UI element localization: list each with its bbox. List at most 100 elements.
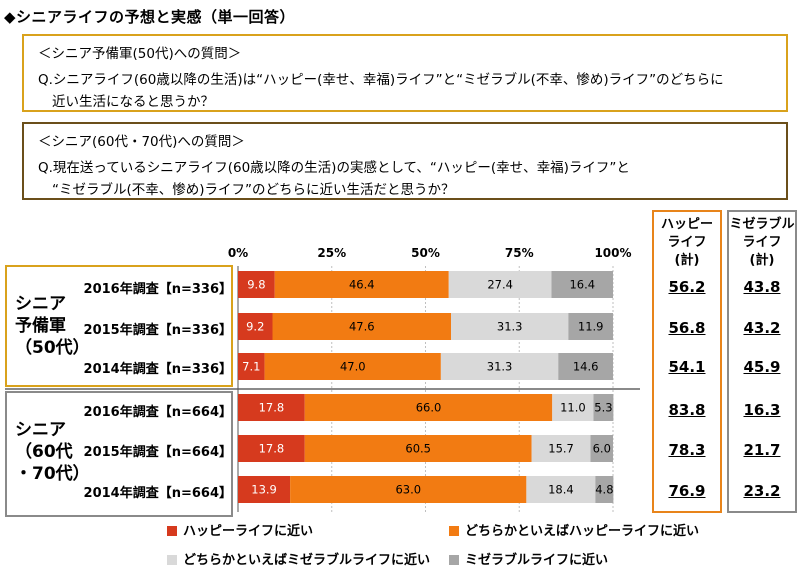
x-tick-label: 100% — [594, 246, 631, 260]
bar-segment — [264, 353, 441, 380]
data-label: 31.3 — [487, 360, 513, 374]
data-label: 13.9 — [251, 483, 277, 497]
miserable-total-value: 43.8 — [743, 278, 781, 296]
data-label: 27.4 — [487, 278, 513, 292]
x-tick-label: 0% — [228, 246, 248, 260]
group-label-line: （60代 — [15, 442, 73, 462]
x-tick-label: 50% — [411, 246, 440, 260]
legend-swatch — [167, 555, 177, 565]
data-label: 17.8 — [259, 401, 285, 415]
row-label: 2016年調査【n=664】 — [83, 405, 232, 420]
bar-segment — [526, 476, 596, 503]
bar-segment — [558, 353, 613, 380]
miserable-total-value: 16.3 — [743, 401, 781, 419]
bar-segment — [568, 313, 613, 340]
bar-segment — [593, 394, 614, 421]
bar-segment — [451, 313, 569, 340]
happy-total-header: ハッピー ライフ (計) — [660, 217, 713, 268]
miserable-total-value: 43.2 — [743, 319, 781, 337]
legend-swatch — [449, 555, 459, 565]
bar-segment — [304, 435, 532, 462]
happy-total-value: 83.8 — [668, 401, 706, 419]
x-tick-label: 25% — [317, 246, 346, 260]
bar-segment — [272, 313, 451, 340]
question-text-line2: 近い生活になると思うか？ — [52, 94, 214, 110]
data-label: 31.3 — [497, 320, 523, 334]
group-label-line: ・70代） — [15, 464, 90, 484]
page-title: ◆シニアライフの予想と実感（単一回答） — [4, 8, 296, 26]
legend-swatch — [167, 526, 177, 536]
group-box-senior: シニア （60代 ・70代） — [5, 391, 233, 517]
bar-segment — [238, 271, 275, 298]
legend-item: ハッピーライフに近い — [167, 520, 313, 539]
legend-item: どちらかといえばハッピーライフに近い — [449, 520, 699, 539]
group-divider — [5, 388, 640, 390]
data-label: 16.4 — [569, 278, 595, 292]
question-box-pre-senior: ＜シニア予備軍(50代)への質問＞ Q.シニアライフ(60歳以降の生活)は“ハッ… — [22, 34, 788, 112]
group-label-line: シニア — [15, 294, 66, 314]
happy-total-value: 54.1 — [668, 358, 706, 376]
question-heading: ＜シニア予備軍(50代)への質問＞ — [38, 46, 242, 62]
row-label: 2014年調査【n=664】 — [83, 486, 232, 501]
legend-item: ミゼラブルライフに近い — [449, 549, 608, 568]
group-label-line: 予備軍 — [15, 316, 66, 336]
row-label: 2014年調査【n=336】 — [83, 362, 232, 377]
miserable-total-value: 23.2 — [743, 482, 781, 500]
data-label: 9.2 — [246, 320, 264, 334]
row-label: 2015年調査【n=336】 — [83, 323, 232, 338]
data-label: 11.9 — [578, 320, 604, 334]
data-label: 9.8 — [247, 278, 265, 292]
data-label: 47.6 — [349, 320, 375, 334]
data-label: 60.5 — [405, 442, 431, 456]
data-label: 6.0 — [593, 442, 611, 456]
row-label: 2015年調査【n=664】 — [83, 445, 232, 460]
question-text-line1: Q.現在送っているシニアライフ(60歳以降の生活)の実感として、“ハッピー(幸せ… — [38, 160, 630, 176]
miserable-total-value: 45.9 — [743, 358, 781, 376]
bar-segment — [595, 476, 614, 503]
group-label-line: シニア — [15, 420, 66, 440]
x-tick-label: 75% — [505, 246, 534, 260]
bar-segment — [440, 353, 559, 380]
data-label: 46.4 — [349, 278, 375, 292]
bar-segment — [304, 394, 553, 421]
question-text-line2: “ミゼラブル(不幸、惨め)ライフ”のどちらに近い生活だと思うか？ — [52, 182, 455, 198]
bar-segment — [590, 435, 613, 462]
happy-total-column: ハッピー ライフ (計) — [652, 210, 722, 513]
data-label: 66.0 — [416, 401, 442, 415]
legend-item: どちらかといえばミゼラブルライフに近い — [167, 549, 430, 568]
data-label: 7.1 — [242, 360, 260, 374]
data-label: 47.0 — [340, 360, 366, 374]
happy-total-value: 56.2 — [668, 278, 706, 296]
data-label: 4.8 — [595, 483, 613, 497]
row-label: 2016年調査【n=336】 — [83, 282, 232, 297]
question-box-senior: ＜シニア(60代・70代)への質問＞ Q.現在送っているシニアライフ(60歳以降… — [22, 122, 788, 200]
bar-segment — [274, 271, 449, 298]
data-label: 18.4 — [548, 483, 574, 497]
bar-segment — [290, 476, 527, 503]
miserable-total-header: ミゼラブル ライフ (計) — [729, 217, 795, 268]
data-label: 5.3 — [594, 401, 612, 415]
data-label: 11.0 — [560, 401, 586, 415]
bar-segment — [238, 476, 291, 503]
group-box-pre-senior: シニア 予備軍 （50代） — [5, 265, 233, 387]
bar-segment — [238, 353, 265, 380]
data-label: 63.0 — [395, 483, 421, 497]
bar-segment — [238, 313, 273, 340]
happy-total-value: 76.9 — [668, 482, 706, 500]
bar-segment — [552, 394, 594, 421]
bar-segment — [238, 394, 305, 421]
data-label: 15.7 — [548, 442, 574, 456]
bar-segment — [531, 435, 591, 462]
happy-total-value: 78.3 — [668, 441, 706, 459]
legend-swatch — [449, 526, 459, 536]
miserable-total-value: 21.7 — [743, 441, 781, 459]
bar-segment — [551, 271, 613, 298]
bar-segment — [238, 435, 305, 462]
miserable-total-column: ミゼラブル ライフ (計) — [727, 210, 797, 513]
question-text-line1: Q.シニアライフ(60歳以降の生活)は“ハッピー(幸せ、幸福)ライフ”と“ミゼラ… — [38, 72, 724, 88]
group-label-line: （50代） — [15, 338, 90, 358]
happy-total-value: 56.8 — [668, 319, 706, 337]
data-label: 17.8 — [259, 442, 285, 456]
bar-segment — [448, 271, 552, 298]
